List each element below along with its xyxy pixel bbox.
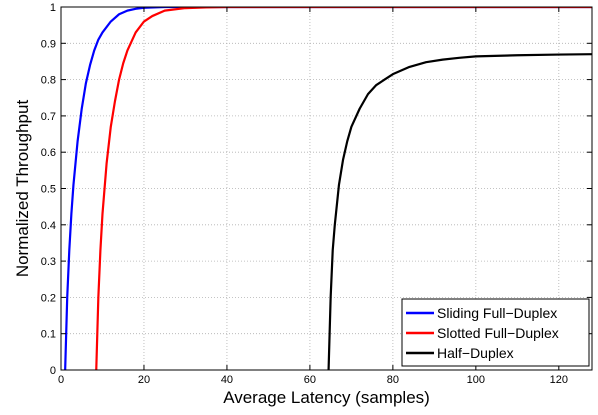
y-tick-label: 1	[50, 2, 56, 14]
y-tick-label: 0.8	[41, 75, 56, 87]
grid-lines	[61, 7, 592, 370]
x-tick-label: 80	[387, 374, 399, 386]
legend-label-2: Half−Duplex	[437, 345, 514, 361]
x-tick-label: 60	[304, 374, 316, 386]
y-tick-label: 0.9	[41, 38, 56, 50]
y-tick-label: 0.5	[41, 184, 56, 196]
x-tick-label: 120	[550, 374, 568, 386]
y-tick-label: 0.7	[41, 111, 56, 123]
legend-label-0: Sliding Full−Duplex	[437, 305, 557, 321]
series-line-0	[64, 7, 592, 370]
y-tick-label: 0.6	[41, 147, 56, 159]
legend: Sliding Full−Duplex Slotted Full−Duplex Ha…	[401, 298, 590, 367]
y-tick-label: 0	[50, 365, 56, 377]
y-tick-label: 0.1	[41, 329, 56, 341]
x-axis-title: Average Latency (samples)	[223, 388, 430, 407]
series-line-1	[95, 7, 592, 370]
x-tick-label: 100	[467, 374, 485, 386]
series-lines	[64, 7, 592, 370]
y-axis-title: Normalized Throughput	[13, 100, 32, 278]
x-tick-label: 20	[138, 374, 150, 386]
y-tick-label: 0.4	[41, 220, 56, 232]
x-tick-label: 0	[58, 374, 64, 386]
y-tick-label: 0.3	[41, 256, 56, 268]
axis-ticks: 0 20 40 60 80 100 120 0 0.1 0.2 0.3 0.4 0.5 0.6 0.7 0.8…	[41, 2, 592, 386]
legend-label-1: Slotted Full−Duplex	[437, 325, 559, 341]
y-tick-label: 0.2	[41, 292, 56, 304]
x-tick-label: 40	[221, 374, 233, 386]
series-line-2	[327, 53, 592, 370]
